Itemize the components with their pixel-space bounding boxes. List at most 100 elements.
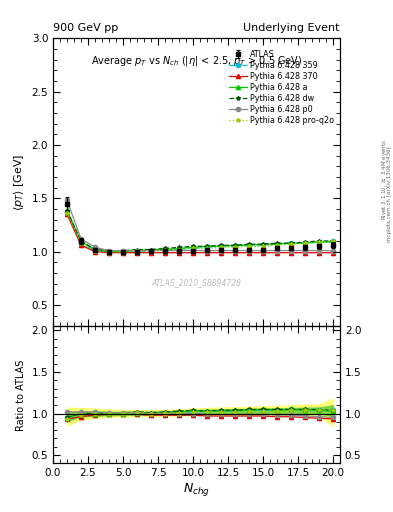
Pythia 6.428 p0 bbox=[135, 247, 140, 253]
Legend: ATLAS, Pythia 6.428 359, Pythia 6.428 370, Pythia 6.428 a, Pythia 6.428 dw, Pyth: ATLAS, Pythia 6.428 359, Pythia 6.428 37… bbox=[228, 48, 336, 126]
Pythia 6.428 p0 bbox=[191, 247, 195, 253]
Pythia 6.428 p0 bbox=[331, 247, 335, 253]
Pythia 6.428 pro-q2o bbox=[163, 246, 167, 252]
Pythia 6.428 dw bbox=[288, 240, 293, 246]
Pythia 6.428 370 bbox=[288, 250, 293, 256]
Pythia 6.428 370 bbox=[233, 250, 237, 256]
Pythia 6.428 p0 bbox=[288, 247, 293, 253]
Pythia 6.428 a bbox=[288, 240, 293, 246]
Line: Pythia 6.428 370: Pythia 6.428 370 bbox=[65, 212, 335, 255]
Pythia 6.428 370 bbox=[275, 250, 279, 256]
Pythia 6.428 370 bbox=[65, 211, 70, 218]
Pythia 6.428 370 bbox=[331, 250, 335, 256]
Pythia 6.428 dw bbox=[176, 244, 181, 250]
Pythia 6.428 pro-q2o bbox=[233, 244, 237, 250]
Pythia 6.428 p0 bbox=[275, 247, 279, 253]
Pythia 6.428 a bbox=[233, 242, 237, 248]
Pythia 6.428 dw bbox=[317, 238, 321, 244]
Pythia 6.428 p0 bbox=[79, 236, 83, 242]
Pythia 6.428 dw bbox=[247, 241, 252, 247]
Pythia 6.428 359 bbox=[219, 243, 223, 249]
Y-axis label: $\langle p_T \rangle$ [GeV]: $\langle p_T \rangle$ [GeV] bbox=[12, 154, 26, 211]
Pythia 6.428 pro-q2o bbox=[149, 247, 153, 253]
Pythia 6.428 pro-q2o bbox=[219, 244, 223, 250]
Pythia 6.428 359 bbox=[247, 242, 252, 248]
Line: Pythia 6.428 dw: Pythia 6.428 dw bbox=[65, 209, 335, 252]
Pythia 6.428 a bbox=[303, 240, 307, 246]
Pythia 6.428 a bbox=[93, 246, 97, 252]
Pythia 6.428 dw bbox=[65, 208, 70, 214]
Pythia 6.428 p0 bbox=[317, 247, 321, 253]
Pythia 6.428 dw bbox=[275, 240, 279, 246]
Line: Pythia 6.428 p0: Pythia 6.428 p0 bbox=[65, 198, 335, 252]
Pythia 6.428 359 bbox=[93, 247, 97, 253]
Pythia 6.428 359 bbox=[121, 248, 125, 254]
Pythia 6.428 pro-q2o bbox=[79, 240, 83, 246]
Pythia 6.428 p0 bbox=[176, 247, 181, 253]
Pythia 6.428 359 bbox=[65, 209, 70, 215]
Pythia 6.428 pro-q2o bbox=[261, 243, 265, 249]
Text: Underlying Event: Underlying Event bbox=[243, 23, 340, 33]
Pythia 6.428 a bbox=[261, 241, 265, 247]
Text: ATLAS_2010_S8894728: ATLAS_2010_S8894728 bbox=[151, 279, 242, 288]
Pythia 6.428 dw bbox=[135, 246, 140, 252]
Pythia 6.428 359 bbox=[149, 247, 153, 253]
Text: 900 GeV pp: 900 GeV pp bbox=[53, 23, 118, 33]
Pythia 6.428 a bbox=[107, 248, 111, 254]
Pythia 6.428 a bbox=[79, 239, 83, 245]
Pythia 6.428 a bbox=[135, 247, 140, 253]
Pythia 6.428 a bbox=[163, 246, 167, 252]
Pythia 6.428 359 bbox=[317, 239, 321, 245]
Pythia 6.428 359 bbox=[288, 240, 293, 246]
Pythia 6.428 359 bbox=[205, 244, 209, 250]
Pythia 6.428 a bbox=[176, 245, 181, 251]
Pythia 6.428 p0 bbox=[261, 247, 265, 253]
Pythia 6.428 a bbox=[219, 243, 223, 249]
Pythia 6.428 dw bbox=[205, 243, 209, 249]
Text: mcplots.cern.ch [arXiv:1306.3436]: mcplots.cern.ch [arXiv:1306.3436] bbox=[387, 147, 392, 242]
Pythia 6.428 a bbox=[191, 244, 195, 250]
Pythia 6.428 dw bbox=[121, 247, 125, 253]
Pythia 6.428 dw bbox=[163, 245, 167, 251]
Pythia 6.428 370 bbox=[317, 250, 321, 256]
Pythia 6.428 p0 bbox=[163, 247, 167, 253]
Pythia 6.428 359 bbox=[107, 248, 111, 254]
Pythia 6.428 359 bbox=[331, 238, 335, 244]
Pythia 6.428 a bbox=[331, 239, 335, 245]
Pythia 6.428 a bbox=[247, 242, 252, 248]
Pythia 6.428 p0 bbox=[65, 198, 70, 204]
Pythia 6.428 p0 bbox=[93, 244, 97, 250]
Line: Pythia 6.428 359: Pythia 6.428 359 bbox=[65, 210, 335, 254]
Text: Rivet 3.1.10, $\geq$ 3.4M events: Rivet 3.1.10, $\geq$ 3.4M events bbox=[380, 139, 388, 220]
Pythia 6.428 a bbox=[275, 241, 279, 247]
Pythia 6.428 dw bbox=[331, 238, 335, 244]
Pythia 6.428 pro-q2o bbox=[93, 247, 97, 253]
Pythia 6.428 370 bbox=[205, 250, 209, 256]
Pythia 6.428 a bbox=[317, 239, 321, 245]
Pythia 6.428 dw bbox=[107, 247, 111, 253]
Pythia 6.428 370 bbox=[79, 242, 83, 248]
Pythia 6.428 370 bbox=[107, 250, 111, 256]
Pythia 6.428 p0 bbox=[107, 247, 111, 253]
Pythia 6.428 370 bbox=[219, 250, 223, 256]
Pythia 6.428 dw bbox=[219, 242, 223, 248]
Pythia 6.428 370 bbox=[121, 250, 125, 256]
Pythia 6.428 359 bbox=[163, 246, 167, 252]
Pythia 6.428 pro-q2o bbox=[65, 210, 70, 217]
Pythia 6.428 p0 bbox=[233, 247, 237, 253]
Pythia 6.428 359 bbox=[191, 245, 195, 251]
Pythia 6.428 370 bbox=[261, 250, 265, 256]
X-axis label: $N_{chg}$: $N_{chg}$ bbox=[183, 481, 210, 498]
Pythia 6.428 dw bbox=[149, 246, 153, 252]
Pythia 6.428 pro-q2o bbox=[176, 246, 181, 252]
Pythia 6.428 359 bbox=[233, 243, 237, 249]
Pythia 6.428 pro-q2o bbox=[303, 240, 307, 246]
Pythia 6.428 pro-q2o bbox=[205, 245, 209, 251]
Pythia 6.428 dw bbox=[93, 246, 97, 252]
Pythia 6.428 370 bbox=[149, 250, 153, 256]
Text: Average $p_T$ vs $N_{ch}$ ($|\eta|$ < 2.5, $p_T$ > 0.5 GeV): Average $p_T$ vs $N_{ch}$ ($|\eta|$ < 2.… bbox=[91, 54, 302, 68]
Pythia 6.428 p0 bbox=[149, 247, 153, 253]
Pythia 6.428 370 bbox=[303, 250, 307, 256]
Pythia 6.428 a bbox=[149, 246, 153, 252]
Pythia 6.428 p0 bbox=[205, 247, 209, 253]
